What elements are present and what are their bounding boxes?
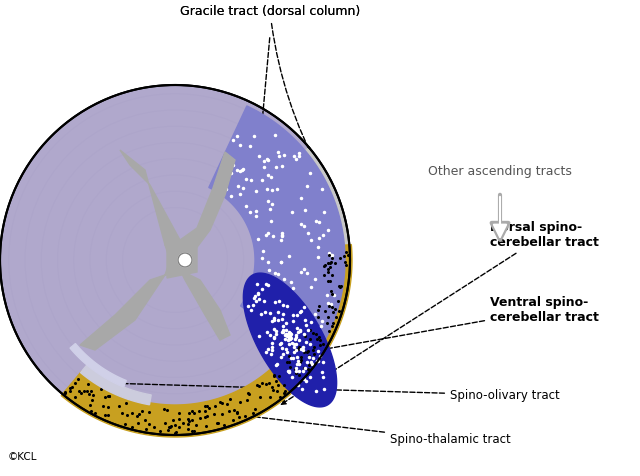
Polygon shape	[120, 150, 195, 250]
Polygon shape	[167, 242, 197, 278]
Circle shape	[178, 253, 192, 267]
Polygon shape	[61, 245, 352, 437]
Text: Gracile tract (dorsal column): Gracile tract (dorsal column)	[180, 5, 360, 18]
Circle shape	[0, 85, 350, 435]
Text: Spino-thalamic tract: Spino-thalamic tract	[65, 395, 511, 446]
Polygon shape	[180, 152, 235, 250]
Polygon shape	[243, 273, 337, 407]
Text: Gracile tract (dorsal column): Gracile tract (dorsal column)	[180, 5, 360, 171]
Text: Dorsal spino-
cerebellar tract: Dorsal spino- cerebellar tract	[282, 221, 599, 404]
Polygon shape	[165, 240, 195, 275]
Polygon shape	[70, 344, 126, 387]
Polygon shape	[81, 365, 151, 405]
Polygon shape	[286, 148, 350, 360]
Text: Other ascending tracts: Other ascending tracts	[428, 165, 572, 178]
Polygon shape	[180, 270, 230, 340]
Text: ©KCL: ©KCL	[8, 452, 38, 462]
Polygon shape	[80, 270, 180, 350]
Text: Ventral spino-
cerebellar tract: Ventral spino- cerebellar tract	[324, 296, 599, 351]
Text: Spino-olivary tract: Spino-olivary tract	[107, 383, 560, 401]
Polygon shape	[209, 106, 345, 357]
